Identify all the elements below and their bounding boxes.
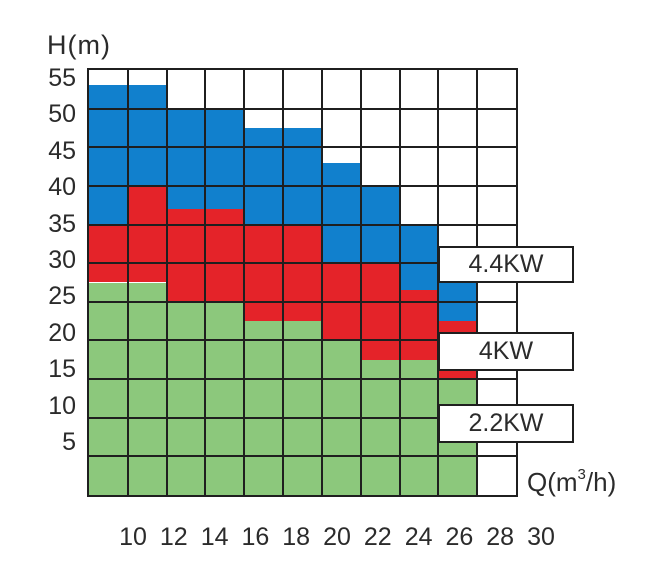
band-blue-col-2 (127, 85, 167, 186)
band-blue-col-7 (321, 162, 361, 264)
grid-line-horizontal-h10 (89, 416, 516, 419)
band-green-col-3 (166, 301, 206, 495)
band-red-col-2 (127, 185, 167, 283)
plot-area (87, 68, 518, 497)
x-tick-label-30: 30 (527, 523, 555, 551)
x-axis-title: Q(m3/h) (527, 467, 616, 498)
band-green-col-4 (205, 301, 245, 495)
band-blue-col-5 (244, 127, 284, 225)
power-label-box-4.4kw: 4.4KW (438, 246, 574, 283)
y-tick-label-30: 30 (48, 246, 76, 274)
band-red-col-8 (360, 263, 400, 360)
band-red-col-1 (89, 224, 128, 283)
grid-line-vertical-q16 (243, 70, 246, 495)
grid-line-horizontal-h30 (89, 262, 516, 265)
band-green-col-1 (89, 282, 128, 495)
grid-line-vertical-q18 (282, 70, 285, 495)
band-green-col-9 (399, 359, 439, 495)
x-tick-label-18: 18 (282, 523, 311, 551)
x-tick-label-10: 10 (119, 523, 147, 551)
grid-line-horizontal-h35 (89, 223, 516, 226)
superscript-3-icon: 3 (577, 466, 586, 484)
grid-line-horizontal-h45 (89, 146, 516, 149)
grid-line-vertical-q14 (204, 70, 207, 495)
grid-line-vertical-q12 (165, 70, 168, 495)
band-green-col-6 (283, 321, 322, 495)
grid-line-vertical-q24 (398, 70, 401, 495)
band-red-col-5 (244, 224, 284, 322)
band-green-col-5 (244, 321, 284, 495)
y-tick-label-20: 20 (48, 318, 76, 347)
grid-line-vertical-q22 (359, 70, 362, 495)
y-tick-label-15: 15 (48, 355, 76, 384)
x-tick-label-16: 16 (241, 523, 270, 551)
y-tick-label-55: 55 (48, 64, 76, 92)
band-blue-col-4 (205, 108, 245, 210)
band-blue-col-3 (166, 108, 206, 210)
grid-line-vertical-q20 (320, 70, 323, 495)
grid-line-horizontal-h5 (89, 455, 516, 458)
grid-line-horizontal-h20 (89, 339, 516, 342)
band-red-col-6 (283, 224, 322, 322)
x-tick-label-24: 24 (404, 523, 433, 551)
band-green-col-8 (360, 359, 400, 495)
y-tick-label-40: 40 (48, 173, 76, 202)
x-tick-label-20: 20 (323, 523, 351, 551)
y-tick-label-35: 35 (48, 209, 76, 238)
grid-line-horizontal-h15 (89, 378, 516, 381)
power-label-box-2.2kw: 2.2KW (438, 404, 574, 443)
grid-line-horizontal-h25 (89, 300, 516, 303)
x-tick-label-12: 12 (159, 523, 188, 551)
x-axis-title-text: Q(m (527, 467, 578, 497)
band-green-col-2 (127, 282, 167, 495)
band-blue-col-6 (283, 127, 322, 225)
band-blue-col-9 (399, 224, 439, 291)
x-tick-label-26: 26 (445, 523, 474, 551)
band-blue-col-1 (89, 85, 128, 225)
x-tick-label-22: 22 (363, 523, 392, 551)
x-tick-label-28: 28 (486, 523, 515, 551)
grid-line-horizontal-h50 (89, 107, 516, 110)
grid-line-horizontal-h40 (89, 184, 516, 187)
x-tick-label-14: 14 (200, 523, 229, 551)
grid-line-vertical-q10 (126, 70, 129, 495)
x-axis-title-unit: /h) (585, 467, 617, 497)
y-tick-label-10: 10 (48, 391, 76, 420)
y-tick-label-5: 5 (62, 428, 76, 456)
y-tick-label-25: 25 (48, 282, 76, 311)
y-tick-label-50: 50 (48, 100, 76, 129)
y-tick-label-45: 45 (48, 136, 76, 165)
power-label-box-4kw: 4KW (438, 332, 574, 371)
y-axis-title: H(m) (47, 30, 111, 60)
